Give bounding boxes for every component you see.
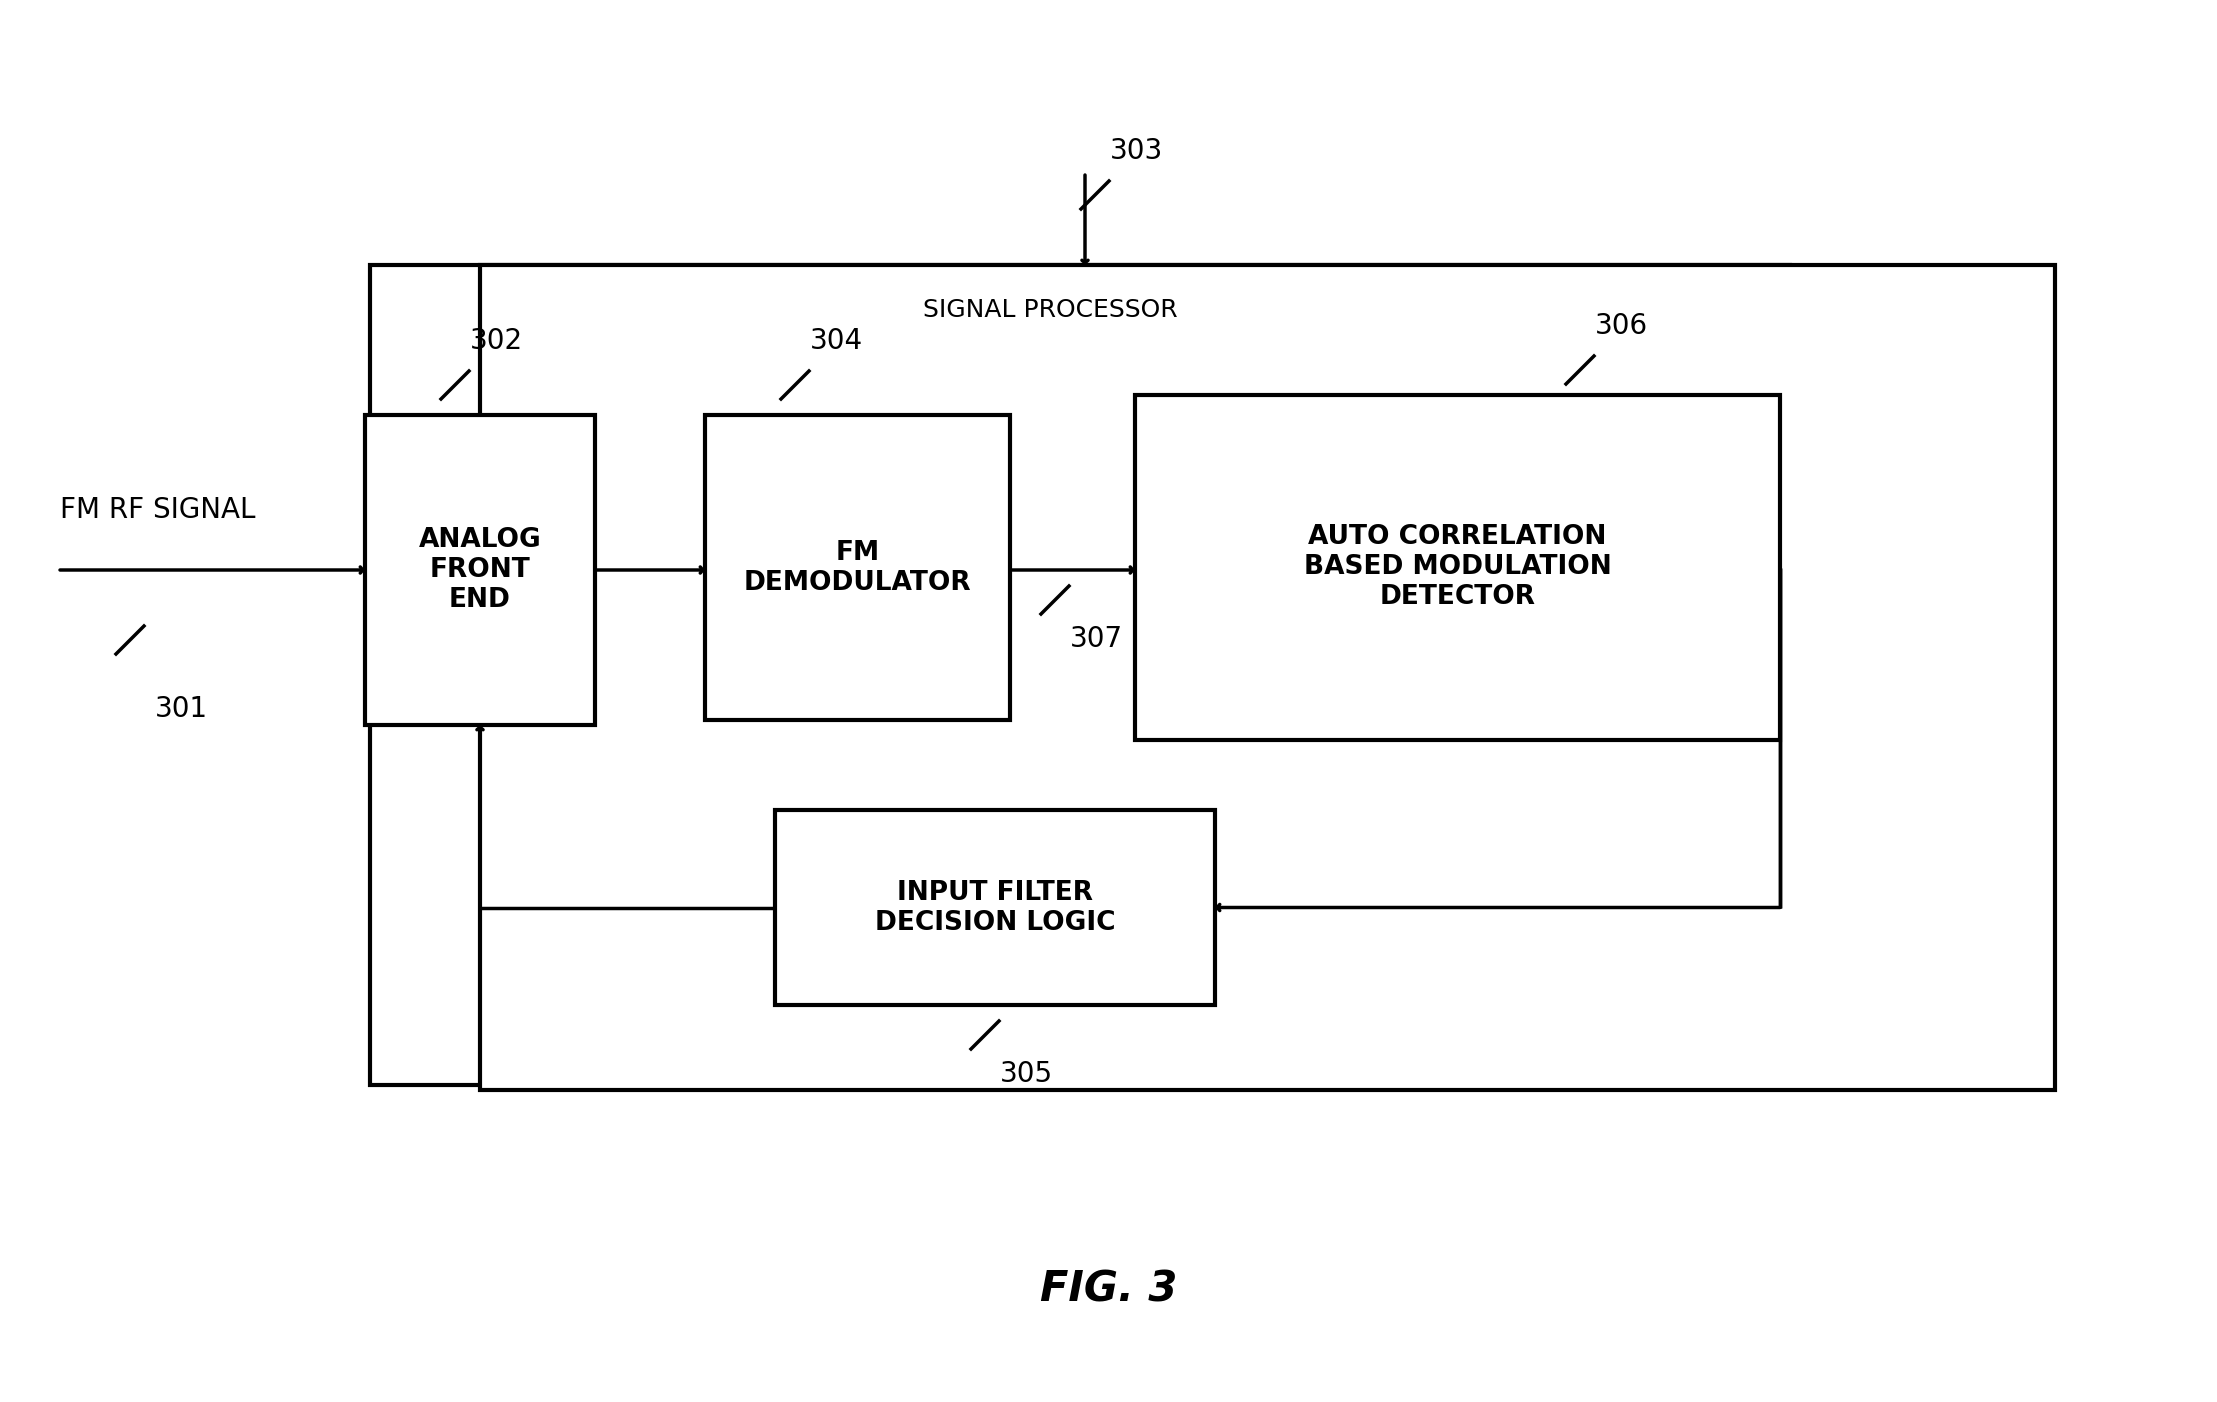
Text: FIG. 3: FIG. 3: [1040, 1269, 1177, 1311]
Text: 307: 307: [1071, 625, 1124, 653]
Text: 304: 304: [809, 327, 862, 355]
Text: AUTO CORRELATION
BASED MODULATION
DETECTOR: AUTO CORRELATION BASED MODULATION DETECT…: [1304, 524, 1612, 610]
Text: 305: 305: [1000, 1060, 1053, 1088]
Bar: [705, 415, 1011, 721]
Text: ANALOG
FRONT
END: ANALOG FRONT END: [419, 527, 541, 613]
Text: 306: 306: [1594, 313, 1647, 341]
Text: 301: 301: [155, 695, 208, 723]
Text: INPUT FILTER
DECISION LOGIC: INPUT FILTER DECISION LOGIC: [876, 879, 1115, 935]
Bar: [481, 265, 2055, 1089]
Text: FM
DEMODULATOR: FM DEMODULATOR: [743, 540, 971, 596]
Text: 302: 302: [470, 327, 523, 355]
Text: FM RF SIGNAL: FM RF SIGNAL: [60, 496, 255, 524]
Text: 303: 303: [1111, 137, 1164, 165]
Bar: [366, 415, 594, 725]
Bar: [370, 265, 1789, 1085]
Text: SIGNAL PROCESSOR: SIGNAL PROCESSOR: [922, 299, 1177, 322]
Bar: [1135, 395, 1780, 740]
Bar: [776, 810, 1215, 1005]
